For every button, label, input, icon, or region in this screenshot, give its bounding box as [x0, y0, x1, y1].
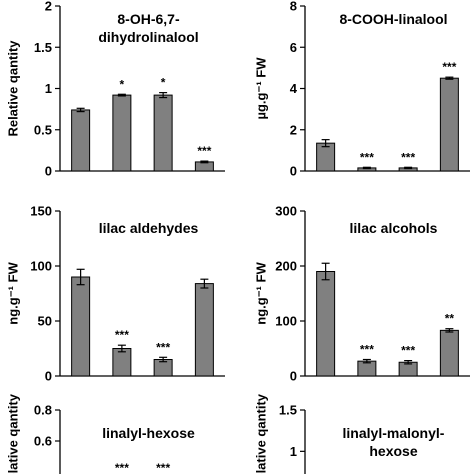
y-tick-label: 8 [290, 0, 297, 14]
y-axis-label: Relative qantity [5, 393, 20, 474]
y-tick-label: 200 [275, 259, 297, 274]
chart-title-line: dihydrolinalool [98, 29, 198, 45]
y-tick-label: 100 [275, 314, 297, 329]
y-tick-label: 50 [38, 314, 52, 329]
significance-label: * [120, 77, 125, 91]
y-tick-label: 2 [290, 122, 297, 137]
y-tick-label: 4 [290, 81, 298, 96]
bar [439, 329, 459, 377]
y-tick-label: 0 [290, 164, 297, 179]
significance-label: * [161, 76, 166, 90]
y-tick-label: 0 [45, 369, 52, 384]
chart-title-line: linalyl-hexose [102, 425, 195, 441]
significance-label: *** [442, 60, 456, 74]
y-tick-label: 1.5 [34, 40, 52, 55]
y-tick-label: 300 [275, 204, 297, 219]
y-tick-label: 1 [45, 81, 52, 96]
chart-panel-2: 0 2 4 6 8 µg.g⁻¹ FW 8-COOH-linalool *** *** *** [253, 0, 470, 179]
chart-panel-6: 1 1.5 Relative qantity linalyl-malonyl-hexo… [253, 393, 445, 474]
bar [194, 283, 214, 377]
y-axis-label: ng.g⁻¹ FW [253, 262, 268, 325]
chart-panel-3: 0 50 100 150 ng.g⁻¹ FW lilac aldehydes *** *** [5, 204, 225, 384]
significance-label: *** [197, 144, 211, 158]
y-tick-label: 0 [290, 369, 297, 384]
significance-label: *** [401, 344, 415, 358]
bar [316, 271, 336, 377]
significance-label: *** [360, 343, 374, 357]
bar [71, 109, 91, 172]
y-tick-label: 150 [30, 204, 52, 219]
significance-label: *** [401, 150, 415, 164]
bar [439, 77, 459, 172]
y-tick-label: 0.6 [34, 434, 52, 449]
y-axis-label: Relative qantity [5, 40, 20, 137]
y-axis-label: µg.g⁻¹ FW [253, 57, 268, 120]
y-tick-label: 1 [290, 444, 297, 459]
significance-label: *** [156, 340, 170, 354]
chart-title-line: lilac aldehydes [99, 220, 199, 236]
bar [112, 348, 132, 377]
significance-label: *** [360, 150, 374, 164]
significance-label: *** [115, 461, 129, 474]
y-axis-label: Relative qantity [253, 393, 268, 474]
y-tick-label: 0.5 [34, 122, 52, 137]
bar [153, 94, 173, 172]
chart-title-line: 8-OH-6,7- [117, 11, 180, 27]
bar [71, 276, 91, 377]
chart-panel-1: 0 0.5 1 1.5 2 Relative qantity 8-OH-6,7- dihydr… [5, 0, 225, 179]
y-axis-label: ng.g⁻¹ FW [5, 262, 20, 325]
bar [112, 94, 132, 172]
significance-label: *** [156, 461, 170, 474]
chart-title-line: 8-COOH-linalool [339, 11, 447, 27]
y-tick-label: 6 [290, 40, 297, 55]
chart-title-line: linalyl-malonyl- [343, 425, 445, 441]
chart-panel-5: 0.6 0.8 Relative qantity linalyl-hexose *** *… [5, 393, 195, 474]
significance-label: *** [115, 328, 129, 342]
bar [316, 142, 336, 172]
significance-label: ** [445, 312, 455, 326]
y-tick-label: 0.8 [34, 403, 52, 418]
y-tick-label: 1.5 [279, 403, 297, 418]
y-tick-label: 100 [30, 259, 52, 274]
y-tick-label: 2 [45, 0, 52, 14]
chart-title-line: hexose [369, 443, 417, 459]
y-tick-label: 0 [45, 164, 52, 179]
chart-title-line: lilac alcohols [350, 220, 438, 236]
